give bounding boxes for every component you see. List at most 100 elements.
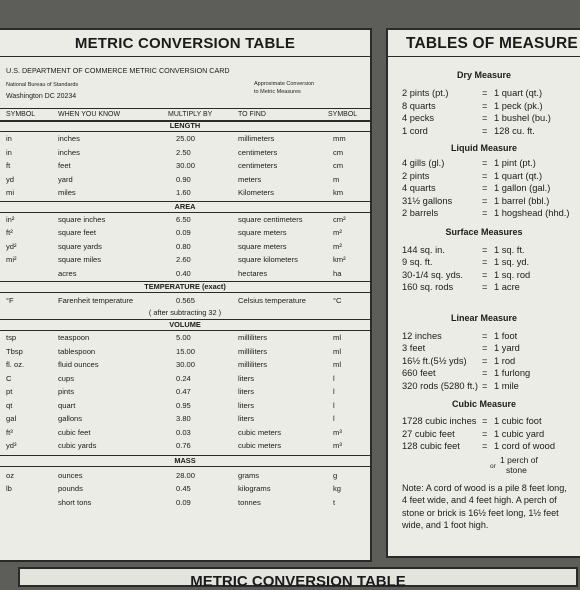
row-symbol: Tbsp [6, 346, 23, 356]
conversion-row: tsp teaspoon 5.00 milliliters ml [0, 331, 370, 344]
row-symbol: in [6, 147, 12, 157]
tables-title: TABLES OF MEASURE [388, 30, 580, 57]
row-symbol: C [6, 373, 12, 383]
row-symbol: lb [6, 484, 12, 493]
row-unit: m² [333, 228, 342, 237]
conversion-row: yd² square yards 0.80 square meters m² [0, 240, 370, 253]
row-unit: g [333, 470, 338, 480]
measure-row: 1 cord = 128 cu. ft. [402, 125, 576, 137]
header-multiply-by: MULTIPLY BY [168, 111, 213, 118]
measure-row: 4 gills (gl.) = 1 pint (pt.) [402, 157, 576, 169]
agency-line: U.S. DEPARTMENT OF COMMERCE METRIC CONVE… [6, 66, 230, 75]
conversion-row: short tons 0.09 tonnes t [0, 496, 370, 509]
row-to-find: meters [238, 174, 262, 184]
measure-row: 8 quarts = 1 peck (pk.) [402, 100, 576, 112]
row-unit: m [333, 174, 340, 184]
conversion-row: Tbsp tablespoon 15.00 milliliters ml [0, 345, 370, 358]
row-symbol: oz [6, 470, 15, 480]
row-multiply-by: 0.09 [176, 228, 191, 237]
measure-left: 2 barrels [402, 208, 439, 218]
perch-line-2: stone [506, 465, 527, 475]
row-multiply-by: 30.00 [176, 161, 196, 170]
row-when-you-know: miles [58, 188, 76, 197]
measure-right: 1 sq. rod [494, 269, 531, 280]
row-multiply-by: 0.90 [176, 174, 191, 184]
equals-sign: = [482, 183, 488, 193]
row-when-you-know: square miles [58, 255, 102, 264]
equals-sign: = [482, 330, 488, 341]
measure-left: 2 pints (pt.) [402, 88, 449, 98]
conversion-row: in inches 2.50 centimeters cm [0, 146, 370, 159]
row-to-find: square kilometers [238, 255, 298, 264]
row-unit: l [333, 414, 335, 423]
row-unit: km² [333, 255, 346, 264]
measure-right: 1 yard [494, 343, 520, 353]
row-symbol: pt [6, 387, 13, 396]
row-when-you-know: Farenheit temperature [58, 296, 134, 305]
row-to-find: liters [238, 373, 255, 383]
section-mass: MASS [0, 454, 370, 467]
row-multiply-by: 0.09 [176, 497, 191, 507]
measure-right: 1 quart (qt.) [494, 170, 543, 181]
measure-row: 2 pints = 1 quart (qt.) [402, 170, 576, 182]
measure-right: 1 bushel (bu.) [494, 113, 551, 123]
conversion-row: oz ounces 28.00 grams g [0, 469, 370, 482]
row-symbol: yd [6, 174, 15, 184]
conversion-row: lb pounds 0.45 kilograms kg [0, 482, 370, 495]
header-to-find: TO FIND [238, 111, 266, 118]
row-to-find: milliliters [238, 346, 268, 356]
conversion-row: °F Farenheit temperature 0.565 Celsius temp… [0, 294, 370, 307]
measure-left: 8 quarts [402, 100, 436, 111]
measure-row: 16½ ft.(5½ yds) = 1 rod [402, 355, 576, 367]
equals-sign: = [482, 282, 488, 292]
equals-sign: = [482, 244, 488, 255]
row-multiply-by: 25.00 [176, 134, 196, 143]
metric-table-title: METRIC CONVERSION TABLE [0, 30, 370, 57]
conversion-row: mi² square miles 2.60 square kilometers km² [0, 253, 370, 266]
approx-line-1: Approximate Conversion [254, 81, 315, 87]
equals-sign: = [482, 416, 488, 426]
measure-left: 31½ gallons [402, 195, 453, 206]
row-to-find: Celsius temperature [238, 296, 306, 305]
measure-row: 144 sq. in. = 1 sq. ft. [402, 244, 576, 256]
equals-sign: = [482, 428, 488, 439]
equals-sign: = [482, 88, 488, 98]
measure-right: 1 hogshead (hhd.) [494, 208, 570, 218]
measure-left: 4 quarts [402, 183, 436, 193]
conversion-row: fl. oz. fluid ounces 30.00 milliliters ml [0, 358, 370, 371]
equals-sign: = [482, 257, 488, 267]
header-symbol-2: SYMBOL [328, 111, 358, 118]
conversion-row: in² square inches 6.50 square centimeters cm… [0, 213, 370, 226]
perch-text: 1 perch of stone [500, 455, 538, 475]
measure-left: 1728 cubic inches [402, 416, 477, 426]
row-to-find: hectares [238, 268, 268, 278]
measure-left: 320 rods (5280 ft.) [402, 380, 478, 391]
measure-row: 27 cubic feet = 1 cubic yard [402, 428, 576, 440]
row-multiply-by: 0.45 [176, 484, 191, 493]
measure-left: 660 feet [402, 368, 436, 378]
measure-left: 2 pints [402, 170, 430, 181]
row-when-you-know: tablespoon [58, 346, 96, 356]
row-when-you-know: quart [58, 400, 76, 410]
measure-left: 1 cord [402, 125, 428, 136]
conversion-row: qt quart 0.95 liters l [0, 399, 370, 412]
row-when-you-know: cubic feet [58, 427, 91, 437]
perch-line-1: 1 perch of [500, 455, 538, 465]
row-unit: t [333, 497, 336, 507]
row-symbol: qt [6, 400, 13, 410]
conversion-row: gal gallons 3.80 liters l [0, 412, 370, 425]
row-symbol: mi [6, 188, 15, 197]
row-to-find: Kilometers [238, 188, 274, 197]
measure-left: 4 gills (gl.) [402, 158, 445, 168]
measure-right: 1 furlong [494, 368, 531, 378]
row-to-find: milliliters [238, 360, 268, 369]
equals-sign: = [482, 113, 488, 123]
row-multiply-by: 0.565 [176, 296, 196, 305]
row-when-you-know: square feet [58, 228, 96, 237]
equals-sign: = [482, 380, 488, 391]
measure-left: 12 inches [402, 330, 442, 341]
row-unit: ml [333, 346, 342, 356]
row-multiply-by: 15.00 [176, 346, 196, 356]
measure-left: 16½ ft.(5½ yds) [402, 355, 467, 366]
